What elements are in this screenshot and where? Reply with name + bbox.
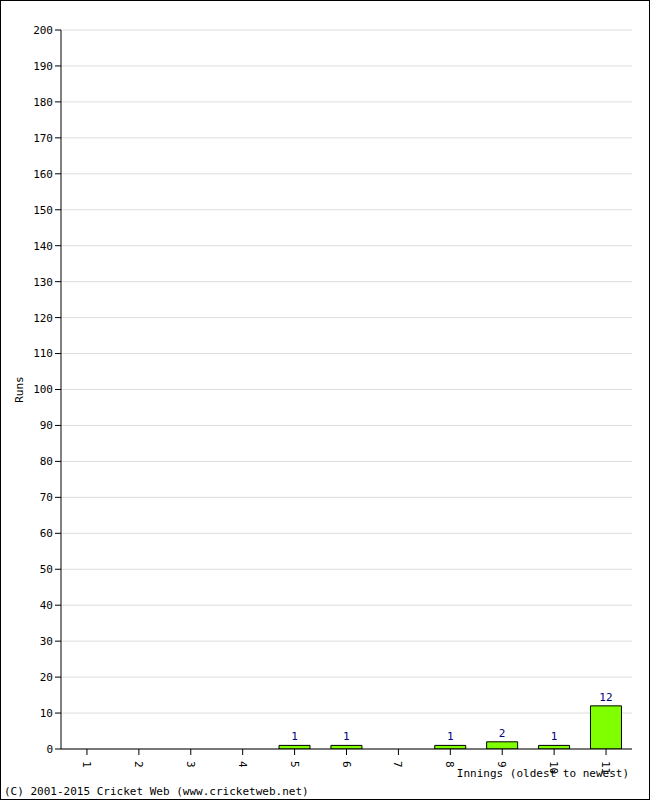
svg-text:1: 1 xyxy=(343,730,350,743)
svg-text:12: 12 xyxy=(599,691,612,704)
svg-text:4: 4 xyxy=(236,761,249,768)
svg-text:150: 150 xyxy=(33,204,53,217)
html-text:(C) 2001-2015 Cricket Web (www: (C) 2001-2015 Cricket Web (www.cricketwe… xyxy=(4,785,309,798)
svg-text:1: 1 xyxy=(80,761,93,768)
svg-text:0: 0 xyxy=(46,743,53,756)
svg-text:8: 8 xyxy=(443,761,456,768)
svg-text:80: 80 xyxy=(40,455,53,468)
svg-text:70: 70 xyxy=(40,491,53,504)
svg-text:20: 20 xyxy=(40,671,53,684)
svg-text:180: 180 xyxy=(33,96,53,109)
svg-text:50: 50 xyxy=(40,563,53,576)
svg-text:2: 2 xyxy=(132,761,145,768)
svg-text:7: 7 xyxy=(391,761,404,768)
svg-text:140: 140 xyxy=(33,240,53,253)
svg-text:1: 1 xyxy=(447,730,454,743)
svg-text:9: 9 xyxy=(495,761,508,768)
svg-text:1: 1 xyxy=(291,730,298,743)
svg-text:90: 90 xyxy=(40,419,53,432)
svg-text:10: 10 xyxy=(40,707,53,720)
svg-text:170: 170 xyxy=(33,132,53,145)
svg-text:1: 1 xyxy=(551,730,558,743)
svg-text:190: 190 xyxy=(33,60,53,73)
svg-text:120: 120 xyxy=(33,312,53,325)
svg-text:5: 5 xyxy=(288,761,301,768)
svg-text:100: 100 xyxy=(33,383,53,396)
svg-text:40: 40 xyxy=(40,599,53,612)
svg-text:6: 6 xyxy=(340,761,353,768)
svg-text:60: 60 xyxy=(40,527,53,540)
svg-text:2: 2 xyxy=(499,727,506,740)
svg-text:30: 30 xyxy=(40,635,53,648)
svg-text:200: 200 xyxy=(33,24,53,37)
svg-text:110: 110 xyxy=(33,347,53,360)
svg-text:160: 160 xyxy=(33,168,53,181)
svg-text:130: 130 xyxy=(33,276,53,289)
svg-text:3: 3 xyxy=(184,761,197,768)
svg-text:Runs: Runs xyxy=(13,376,26,403)
html-text:Innings (oldest to newest): Innings (oldest to newest) xyxy=(456,767,629,780)
